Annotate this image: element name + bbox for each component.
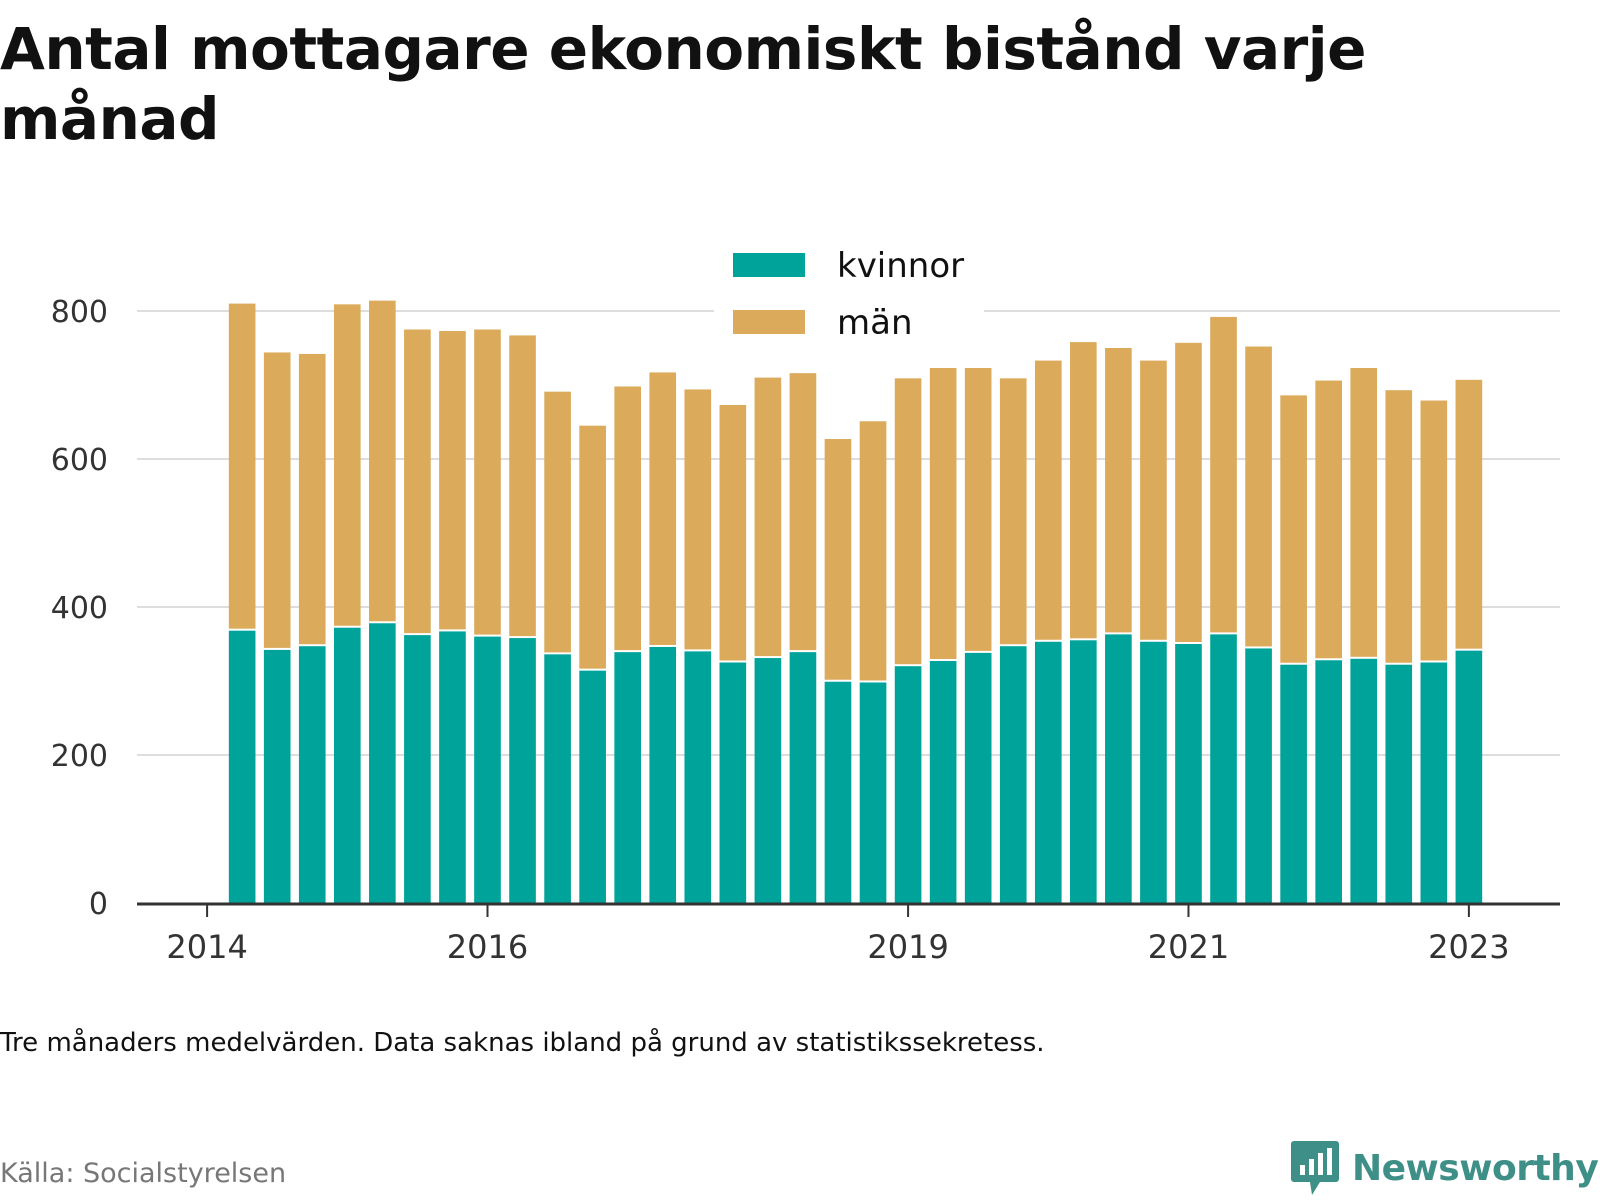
- bar-segment-kvinnor: [298, 646, 326, 903]
- bar-group: [228, 300, 1483, 903]
- bar-segment-kvinnor: [474, 636, 501, 903]
- x-tick-label: 2023: [1428, 928, 1509, 966]
- x-tick-label: 2019: [867, 928, 948, 966]
- newsworthy-chart-icon: [1291, 1141, 1339, 1195]
- bar-segment-kvinnor: [1034, 641, 1062, 903]
- stacked-bar-chart: 0 200 400 600 800 2014 2016 2019 2021 2023 kvinn…: [50, 232, 1560, 966]
- bar-segment-m-n: [1280, 395, 1307, 663]
- bar-segment-m-n: [263, 352, 291, 648]
- bar-segment-kvinnor: [719, 662, 747, 903]
- bar-segment-kvinnor: [1245, 648, 1272, 903]
- bar-segment-kvinnor: [228, 630, 256, 903]
- legend-swatch: [733, 310, 805, 334]
- bar-segment-kvinnor: [1420, 662, 1448, 903]
- bar-segment-m-n: [439, 330, 466, 630]
- legend-label: kvinnor: [837, 246, 964, 286]
- y-tick-label: 800: [51, 295, 108, 330]
- x-axis: 2014 2016 2019 2021 2023: [137, 902, 1560, 966]
- bar-segment-kvinnor: [1455, 650, 1483, 903]
- bar-segment-kvinnor: [824, 681, 852, 903]
- bar-segment-kvinnor: [404, 635, 431, 903]
- legend-swatch: [733, 253, 805, 277]
- bar-segment-kvinnor: [684, 651, 712, 903]
- source-credit: Källa: Socialstyrelsen: [0, 1158, 287, 1189]
- bar-segment-m-n: [999, 378, 1027, 645]
- bar-segment-m-n: [1105, 348, 1132, 633]
- bar-segment-kvinnor: [1175, 644, 1202, 903]
- y-tick-label: 200: [51, 739, 108, 774]
- bar-segment-m-n: [824, 439, 852, 680]
- bar-segment-m-n: [404, 329, 431, 634]
- bar-segment-m-n: [369, 300, 396, 622]
- chart-title: Antal mottagare ekonomiskt bistånd varje…: [0, 15, 1367, 153]
- bar-segment-m-n: [1455, 379, 1483, 649]
- bar-segment-kvinnor: [859, 682, 887, 903]
- bar-segment-m-n: [1140, 360, 1167, 640]
- bar-segment-kvinnor: [1140, 641, 1167, 903]
- x-tick-label: 2016: [447, 928, 528, 966]
- bar-segment-kvinnor: [649, 646, 677, 903]
- bar-segment-m-n: [1034, 360, 1062, 640]
- bar-segment-m-n: [614, 386, 642, 651]
- bar-segment-m-n: [298, 353, 326, 645]
- bar-segment-m-n: [789, 373, 817, 651]
- legend-label: män: [837, 303, 913, 343]
- bar-segment-m-n: [1350, 367, 1378, 657]
- bar-segment-m-n: [228, 303, 256, 629]
- bar-segment-kvinnor: [614, 652, 642, 903]
- legend: kvinnor män: [714, 232, 984, 343]
- bar-segment-kvinnor: [1105, 634, 1132, 903]
- bar-segment-kvinnor: [789, 652, 817, 903]
- bar-segment-m-n: [649, 372, 677, 645]
- bar-segment-kvinnor: [1210, 634, 1237, 903]
- bar-segment-kvinnor: [1280, 664, 1307, 903]
- x-tick-label: 2021: [1148, 928, 1229, 966]
- bar-segment-m-n: [1420, 400, 1448, 661]
- bar-segment-kvinnor: [1315, 660, 1342, 903]
- bar-segment-kvinnor: [754, 658, 782, 903]
- bar-segment-kvinnor: [439, 631, 466, 903]
- bar-segment-m-n: [859, 421, 887, 681]
- y-tick-label: 600: [51, 443, 108, 478]
- bar-segment-m-n: [509, 335, 536, 637]
- y-axis: 0 200 400 600 800: [51, 295, 108, 922]
- bar-segment-m-n: [894, 378, 922, 665]
- bar-segment-kvinnor: [964, 652, 992, 903]
- bar-segment-kvinnor: [263, 649, 291, 903]
- bar-segment-m-n: [1245, 346, 1272, 647]
- bar-segment-kvinnor: [579, 670, 606, 903]
- bar-segment-m-n: [544, 391, 571, 653]
- bar-segment-m-n: [719, 404, 747, 661]
- bar-segment-m-n: [1315, 380, 1342, 659]
- bar-segment-m-n: [1210, 316, 1237, 633]
- bar-segment-m-n: [929, 367, 957, 660]
- bar-segment-m-n: [684, 389, 712, 650]
- y-tick-label: 400: [51, 591, 108, 626]
- bar-segment-kvinnor: [929, 661, 957, 903]
- bar-segment-kvinnor: [544, 654, 571, 903]
- logo-text: Newsworthy: [1352, 1147, 1599, 1189]
- bar-segment-m-n: [964, 367, 992, 651]
- bar-segment-kvinnor: [333, 627, 361, 903]
- bar-segment-m-n: [333, 304, 361, 626]
- bar-segment-kvinnor: [894, 666, 922, 903]
- bar-segment-m-n: [754, 377, 782, 657]
- bar-segment-kvinnor: [509, 638, 536, 903]
- bar-segment-m-n: [1070, 342, 1097, 639]
- bar-segment-kvinnor: [369, 623, 396, 903]
- bar-segment-m-n: [474, 329, 501, 635]
- bar-segment-m-n: [1385, 390, 1413, 663]
- bar-segment-kvinnor: [1070, 640, 1097, 903]
- bar-segment-m-n: [1175, 342, 1202, 642]
- chart-note: Tre månaders medelvärden. Data saknas ib…: [0, 1028, 1045, 1058]
- bar-segment-kvinnor: [1385, 664, 1413, 903]
- bar-segment-m-n: [579, 425, 606, 669]
- bar-segment-kvinnor: [1350, 658, 1378, 903]
- bar-segment-kvinnor: [999, 646, 1027, 903]
- newsworthy-logo: Newsworthy: [1290, 1138, 1599, 1198]
- x-tick-label: 2014: [166, 928, 247, 966]
- y-tick-label: 0: [89, 887, 108, 922]
